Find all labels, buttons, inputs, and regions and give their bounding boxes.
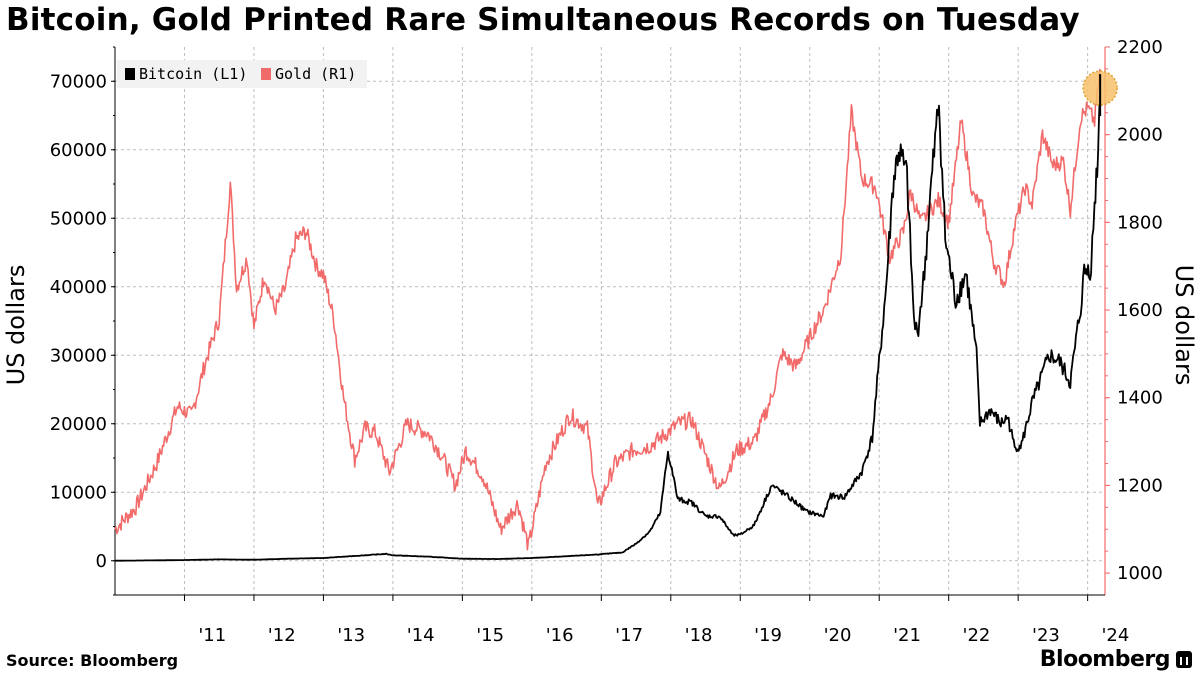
y-tick-label-left-0: 0 (96, 551, 107, 572)
bloomberg-terminal-icon (1176, 651, 1192, 668)
y-tick-label-left-4: 40000 (50, 277, 107, 298)
y-tick-label-left-7: 70000 (50, 71, 107, 92)
x-tick-label-4: '15 (476, 625, 504, 646)
legend-label-1: Gold (R1) (275, 65, 356, 83)
legend-background (117, 60, 367, 88)
y-tick-label-right-2: 1400 (1117, 388, 1163, 409)
x-tick-label-5: '16 (546, 625, 574, 646)
y-tick-label-right-1: 1200 (1117, 475, 1163, 496)
x-tick-label-12: '23 (1032, 625, 1060, 646)
y-axis-title-right: US dollars (1170, 265, 1198, 386)
x-tick-label-3: '14 (407, 625, 435, 646)
x-tick-label-2: '13 (337, 625, 365, 646)
y-tick-label-right-3: 1600 (1117, 300, 1163, 321)
x-tick-label-13: '24 (1101, 625, 1129, 646)
x-tick-label-1: '12 (268, 625, 296, 646)
y-tick-label-left-3: 30000 (50, 345, 107, 366)
grid-lines (115, 47, 1105, 595)
source-note: Source: Bloomberg (6, 651, 179, 670)
x-tick-label-6: '17 (615, 625, 643, 646)
legend: Bitcoin (L1) Gold (R1) (117, 60, 367, 88)
bloomberg-logo: Bloomberg (1040, 647, 1192, 672)
y-tick-label-right-0: 1000 (1117, 563, 1163, 584)
legend-swatch-0 (125, 68, 135, 80)
legend-label-0: Bitcoin (L1) (139, 65, 247, 83)
x-tick-label-11: '22 (963, 625, 991, 646)
chart-title: Bitcoin, Gold Printed Rare Simultaneous … (6, 2, 1080, 38)
y-tick-label-left-2: 20000 (50, 414, 107, 435)
series-layer (114, 68, 1118, 562)
y-tick-label-right-5: 2000 (1117, 125, 1163, 146)
x-tick-label-0: '11 (198, 625, 226, 646)
bitcoin-line (114, 88, 1101, 562)
x-tick-label-9: '20 (824, 625, 852, 646)
y-tick-label-right-4: 1800 (1117, 212, 1163, 233)
y-axis-title-left: US dollars (2, 265, 30, 386)
legend-swatch-1 (261, 68, 271, 80)
x-tick-label-7: '18 (685, 625, 713, 646)
x-tick-label-8: '19 (754, 625, 782, 646)
axes: 0 10000 20000 30000 40000 50000 60000 70000 1000… (50, 37, 1163, 646)
y-tick-label-left-6: 60000 (50, 140, 107, 161)
y-tick-label-left-1: 10000 (50, 482, 107, 503)
gold-line (114, 68, 1101, 551)
brand-name: Bloomberg (1039, 647, 1171, 672)
y-tick-label-left-5: 50000 (50, 208, 107, 229)
y-tick-label-right-6: 2200 (1117, 37, 1163, 58)
x-tick-label-10: '21 (893, 625, 921, 646)
